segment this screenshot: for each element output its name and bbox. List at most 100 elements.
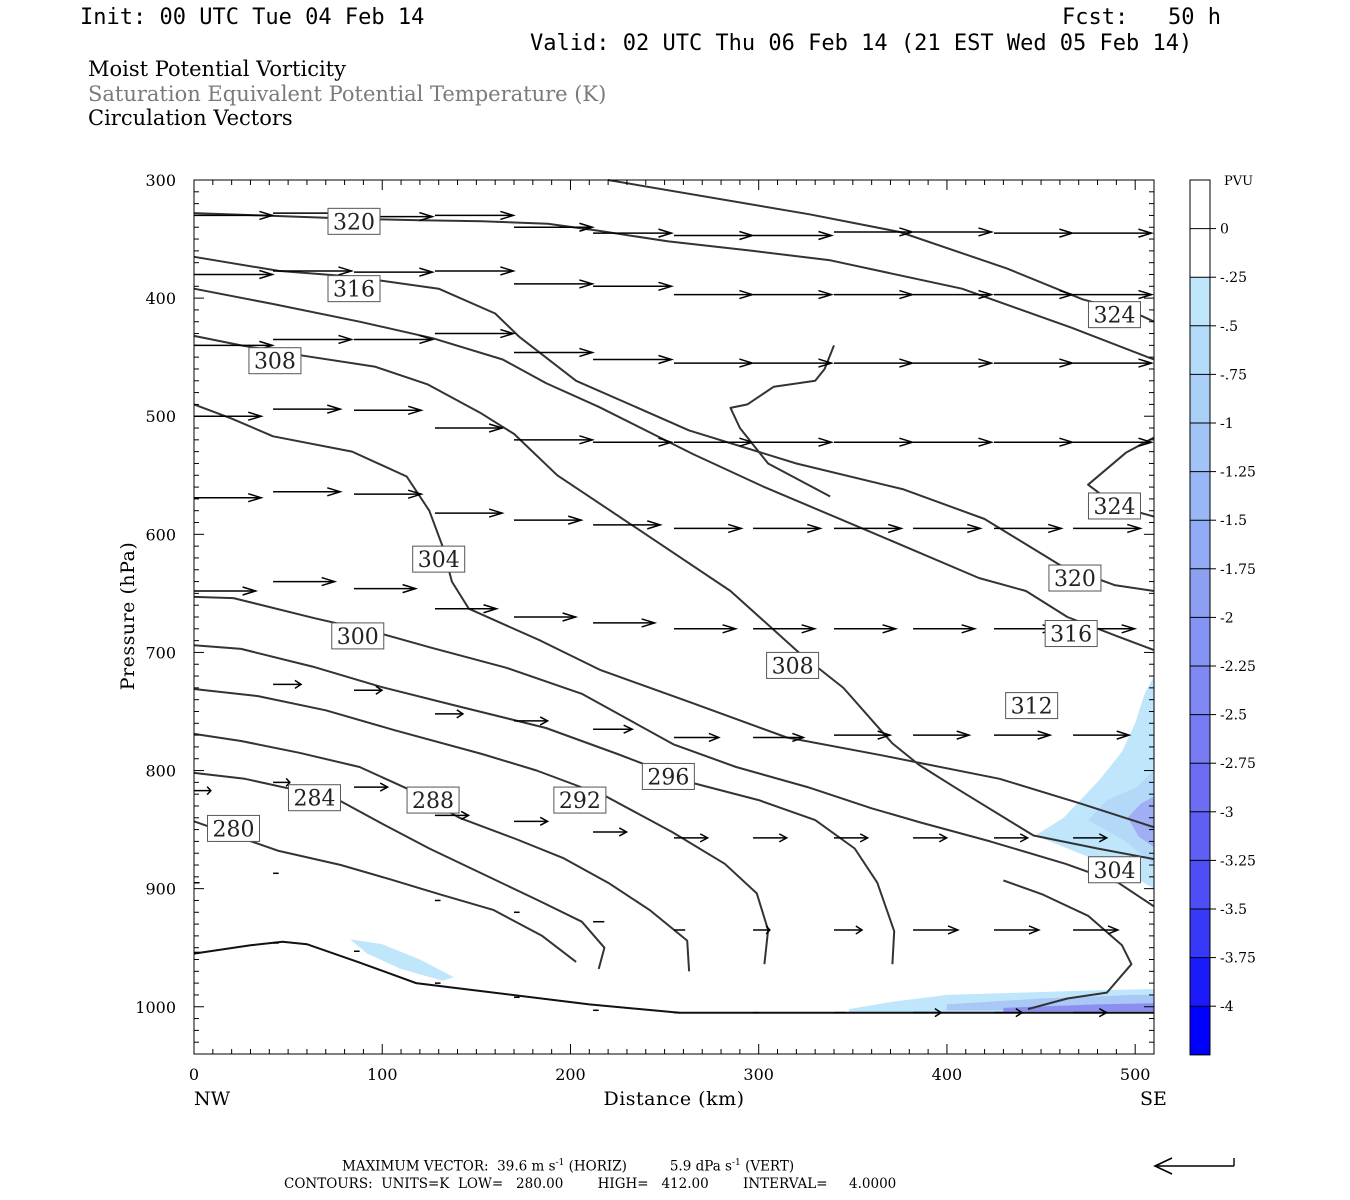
y-tick-label: 300 [145,171,176,190]
vert-exponent: -1 [731,1158,741,1168]
y-tick-label: 700 [145,643,176,662]
pv-region-6 [1003,1003,1154,1012]
circulation-vector [434,423,505,433]
colorbar-swatch [1190,520,1210,570]
colorbar-label: 0 [1220,222,1229,238]
contour-304-13 [1003,879,1133,1011]
circulation-vector [674,833,710,843]
reference-vector-icon [1153,1157,1235,1175]
circulation-vector [1073,925,1120,935]
circulation-vector [674,289,755,300]
circulation-vector [674,624,739,634]
circulation-vector [913,358,995,368]
colorbar-title: PVU [1224,174,1253,189]
circulation-vector [834,925,864,935]
circulation-vector [753,230,835,241]
y-tick-label: 1000 [135,998,176,1017]
contour-label: 324 [1087,301,1141,329]
colorbar-swatch [1190,860,1210,910]
colorbar-swatch [1190,423,1210,473]
contour-label-text: 288 [412,789,454,814]
contour-label-text: 308 [772,654,814,679]
contour-label-text: 324 [1093,495,1135,520]
circulation-vector [514,612,579,622]
contour-label: 300 [331,622,385,650]
contour-308-14 [729,345,835,498]
horiz-value: 39.6 [497,1158,528,1175]
circulation-vector [514,347,595,358]
contour-label-text: 320 [333,210,375,235]
horiz-unit: m s [531,1158,556,1175]
circulation-vector [593,827,629,837]
valid-time: Valid: 02 UTC Thu 06 Feb 14 (21 EST Wed … [530,31,1193,56]
contour-info: CONTOURS: UNITS=K LOW= 280.00 HIGH= 412.… [284,1176,897,1192]
circulation-vector [1073,437,1155,447]
colorbar-swatch [1190,714,1210,764]
colorbar-label: -1.75 [1220,562,1256,578]
circulation-vector [354,489,424,499]
contour-label: 292 [553,786,607,814]
contour-label: 288 [406,786,460,814]
x-tick-label: 500 [1120,1065,1151,1084]
circulation-vector [194,586,259,596]
circulation-vector [194,210,275,221]
contour-label-text: 304 [418,548,460,573]
colorbar-label: -.25 [1220,270,1247,286]
circulation-vector [913,833,949,843]
colorbar-label: -.5 [1220,319,1238,335]
contour-label: 304 [1087,856,1141,884]
colorbar-swatch [1190,811,1210,861]
y-tick-label: 800 [145,762,176,781]
contour-292-7 [193,688,770,965]
contour-312-2 [193,287,1155,652]
circulation-vector [1073,833,1109,843]
circulation-vector [273,679,303,689]
circulation-vector [674,358,755,368]
circulation-vector [994,228,1075,238]
y-tick-label: 600 [145,525,176,544]
circulation-vector [994,925,1041,935]
circulation-vector [834,289,915,300]
circulation-vector [994,358,1075,368]
circulation-vector [1073,358,1155,368]
contour-label-text: 292 [559,789,601,814]
contour-label: 280 [207,814,261,842]
init-time: Init: 00 UTC Tue 04 Feb 14 [80,5,425,30]
circulation-vector [514,515,584,525]
circulation-vector [593,724,635,734]
circulation-vector [1073,228,1155,238]
pv-region-2 [1127,796,1154,848]
circulation-vector [434,266,516,276]
circulation-vector [913,624,978,634]
contour-label-text: 320 [1054,567,1096,592]
contour-324-11 [607,179,1155,323]
circulation-vector [753,289,835,300]
pv-fill-layer [350,676,1154,1013]
contour-label-text: 304 [1093,859,1135,884]
circulation-vector [834,833,870,843]
circulation-vector [674,437,755,447]
contour-label: 320 [327,207,381,235]
contour-308-3 [193,334,1155,861]
circulation-vector [514,279,595,289]
circulation-vector [593,228,675,238]
colorbar-swatch [1190,374,1210,424]
colorbar-label: -1 [1220,416,1234,432]
circulation-vector [753,732,806,743]
contour-316-1 [193,255,1155,592]
max-vector-label: MAXIMUM VECTOR: [342,1158,489,1175]
colorbar-label: -2.75 [1220,756,1256,772]
circulation-vector [674,732,721,743]
circulation-vector [913,730,972,740]
circulation-vector [273,487,343,497]
colorbar-label: -3 [1220,805,1234,821]
circulation-vector [913,289,995,300]
x-tick-label: 400 [932,1065,963,1084]
x-tick-label: 0 [189,1065,199,1084]
colorbar-swatch [1190,957,1210,1007]
vert-unit: dPa s [695,1158,732,1175]
circulation-vector [434,210,516,221]
y-tick-label: 900 [145,880,176,899]
vector-layer [194,208,1155,1018]
circulation-vector [354,685,384,695]
